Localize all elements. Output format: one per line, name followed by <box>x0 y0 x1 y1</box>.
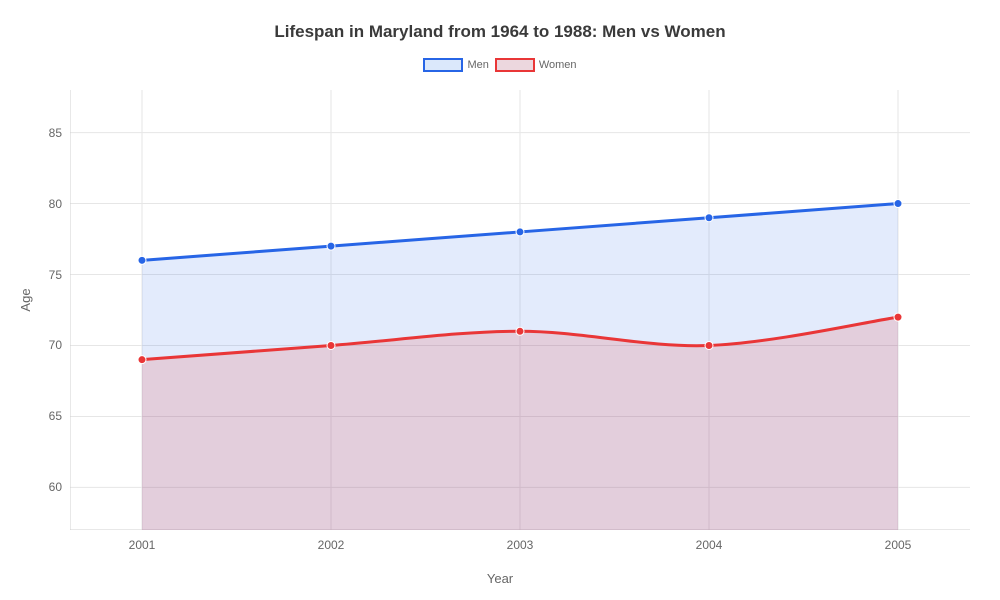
legend-label-men: Men <box>467 59 488 71</box>
data-point-women[interactable] <box>516 327 524 335</box>
y-tick-label: 65 <box>49 409 62 423</box>
data-point-men[interactable] <box>138 256 146 264</box>
data-point-women[interactable] <box>138 356 146 364</box>
x-tick-label: 2001 <box>129 538 156 552</box>
x-tick-label: 2004 <box>696 538 723 552</box>
data-point-men[interactable] <box>894 200 902 208</box>
data-point-men[interactable] <box>705 214 713 222</box>
y-tick-label: 85 <box>49 126 62 140</box>
data-point-men[interactable] <box>516 228 524 236</box>
x-tick-label: 2005 <box>885 538 912 552</box>
data-point-men[interactable] <box>327 242 335 250</box>
legend-swatch-men <box>423 58 463 72</box>
y-tick-label: 70 <box>49 338 62 352</box>
legend-label-women: Women <box>539 59 577 71</box>
y-tick-label: 75 <box>49 268 62 282</box>
x-axis-label: Year <box>0 571 1000 586</box>
y-tick-label: 60 <box>49 480 62 494</box>
y-tick-label: 80 <box>49 197 62 211</box>
x-tick-label: 2003 <box>507 538 534 552</box>
chart-svg <box>70 90 970 530</box>
data-point-women[interactable] <box>327 341 335 349</box>
legend-swatch-women <box>495 58 535 72</box>
legend-item-men[interactable]: Men <box>423 58 488 72</box>
plot-area: 60657075808520012002200320042005 <box>70 90 970 530</box>
data-point-women[interactable] <box>894 313 902 321</box>
chart-title: Lifespan in Maryland from 1964 to 1988: … <box>0 22 1000 42</box>
y-axis-label: Age <box>18 288 33 311</box>
data-point-women[interactable] <box>705 341 713 349</box>
x-tick-label: 2002 <box>318 538 345 552</box>
legend: Men Women <box>0 58 1000 72</box>
legend-item-women[interactable]: Women <box>495 58 577 72</box>
